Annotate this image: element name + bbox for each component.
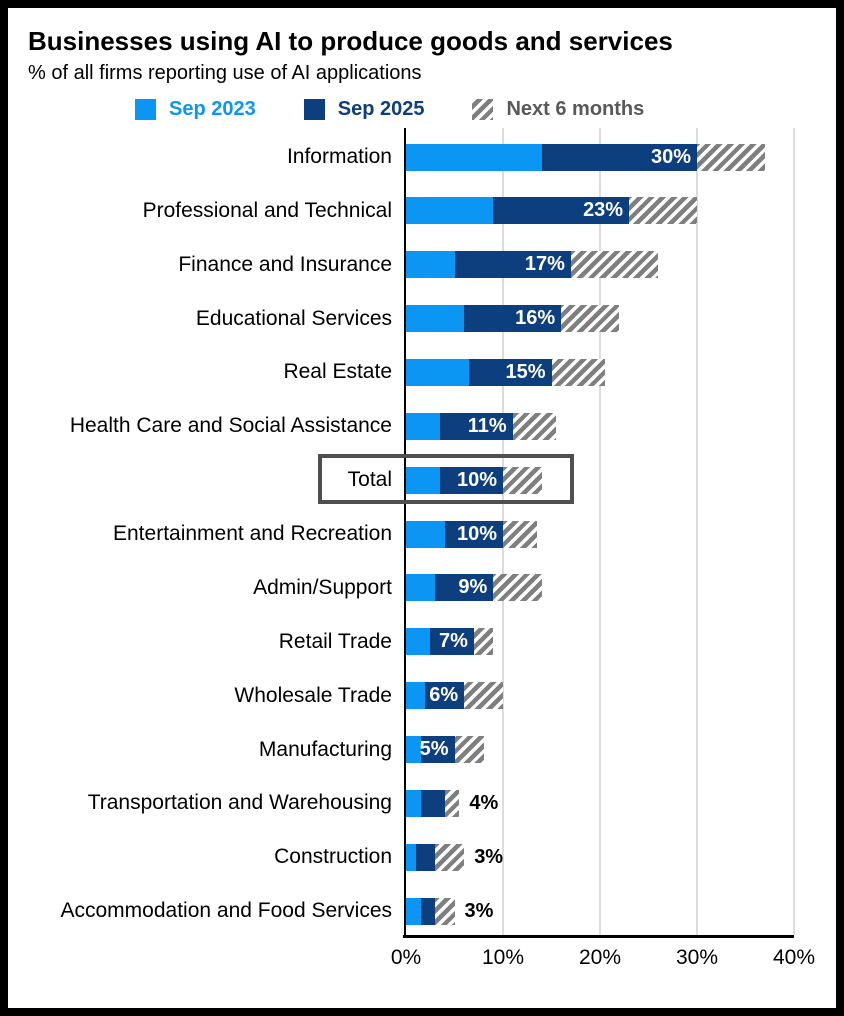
bar-value-label: 6% [429, 684, 459, 707]
category-label: Total [347, 468, 392, 492]
sep-2023-bar-segment [406, 251, 455, 279]
bar-value-label: 11% [467, 414, 507, 437]
sep-2023-bar-segment [406, 843, 416, 871]
chart-title: Businesses using AI to produce goods and… [28, 26, 673, 56]
bar-row: 9% [406, 574, 796, 602]
bar-row: 5% [406, 736, 796, 764]
category-axis-labels: Information Professional and Technical Fin… [20, 130, 393, 938]
x-axis-tick-label: 20% [578, 946, 622, 969]
category-label: Transportation and Warehousing [87, 791, 392, 815]
bar-value-label: 3% [474, 845, 504, 868]
category-label: Information [286, 145, 392, 168]
legend-label: Sep 2025 [337, 98, 425, 120]
y-axis-line [404, 128, 406, 935]
bar-value-label: 3% [464, 899, 494, 922]
bar-row: 17% [406, 251, 796, 279]
bar-row: 4% [406, 789, 796, 817]
legend-label: Sep 2023 [169, 98, 256, 120]
bar-value-label: 9% [458, 576, 488, 599]
gridline [696, 128, 698, 935]
category-label: Accommodation and Food Services [60, 899, 393, 923]
sep-2023-bar-segment [406, 520, 445, 548]
x-axis-tick-label: 0% [390, 946, 422, 969]
bar-row: 30% [406, 143, 796, 171]
legend: Sep 2023 Sep 2025 Next 6 months [135, 98, 644, 121]
legend-item: Next 6 months [472, 98, 644, 121]
bar-value-label: 5% [419, 738, 449, 761]
bar-value-label: 17% [524, 253, 565, 276]
bar-row: 15% [406, 358, 796, 386]
sep-2023-bar-segment [406, 897, 421, 925]
category-label: Finance and Insurance [178, 252, 392, 276]
bar-value-label: 4% [469, 791, 499, 814]
bar-value-label: 10% [456, 468, 497, 491]
chart-subtitle: % of all firms reporting use of AI appli… [28, 62, 422, 84]
sep-2023-bar-segment [406, 305, 465, 333]
bar-value-label: 7% [438, 630, 468, 653]
category-label: Retail Trade [278, 629, 392, 653]
sep-2023-bar-segment [406, 574, 436, 602]
category-label: Health Care and Social Assistance [69, 414, 392, 438]
x-axis-tick-label: 10% [481, 946, 525, 969]
sep-2023-bar-segment [406, 736, 421, 764]
x-axis-tick-label: 40% [772, 946, 816, 969]
legend-label: Next 6 months [506, 98, 645, 120]
category-label: Admin/Support [253, 575, 392, 599]
sep-2023-bar-segment [406, 789, 421, 817]
sep-2023-bar-segment [406, 143, 542, 171]
square-swatch [135, 99, 156, 120]
category-label: Professional and Technical [142, 198, 392, 222]
category-label: Manufacturing [258, 737, 392, 761]
bar-value-label: 10% [456, 522, 497, 545]
category-label: Wholesale Trade [234, 683, 392, 707]
legend-item: Sep 2025 [303, 98, 425, 121]
square-swatch [303, 99, 325, 120]
bar-value-label: 30% [650, 145, 691, 168]
sep-2023-bar-segment [406, 466, 440, 494]
bar-row: 3% [406, 897, 796, 925]
x-axis-line [403, 935, 794, 938]
bar-row: 3% [406, 843, 796, 871]
bar-row: 16% [406, 305, 796, 333]
sep-2023-bar-segment [406, 197, 494, 225]
bar-row: 10% [406, 520, 796, 548]
x-axis-tick-label: 30% [675, 946, 719, 969]
gridline [793, 128, 795, 935]
sep-2023-bar-segment [406, 682, 426, 710]
bar-value-label: 23% [583, 199, 624, 222]
category-label: Real Estate [283, 360, 392, 384]
legend-item: Sep 2023 [135, 98, 256, 121]
bar-row: 11% [406, 412, 796, 440]
hatched-swatch [472, 99, 494, 120]
category-label: Entertainment and Recreation [113, 522, 392, 546]
x-axis-tick-labels: 0% 10% 20% 30% 40% [8, 946, 836, 974]
gridline [599, 128, 601, 935]
category-label: Construction [274, 845, 392, 869]
category-label: Educational Services [195, 306, 392, 330]
plot-area: 30% 23% 17% 16% 15% 11% 10% 10% 9% 7% 6% 5% 4% 3% 3% [406, 128, 796, 938]
bar-row: 6% [406, 682, 796, 710]
bar-value-label: 16% [515, 307, 556, 330]
chart-canvas: Businesses using AI to produce goods and… [8, 8, 836, 1008]
bar-row: 7% [406, 628, 796, 656]
sep-2023-bar-segment [406, 412, 440, 440]
sep-2023-bar-segment [406, 628, 431, 656]
bar-row: 23% [406, 197, 796, 225]
sep-2023-bar-segment [406, 358, 469, 386]
bar-row: 10% [406, 466, 796, 494]
bar-value-label: 15% [505, 360, 546, 383]
